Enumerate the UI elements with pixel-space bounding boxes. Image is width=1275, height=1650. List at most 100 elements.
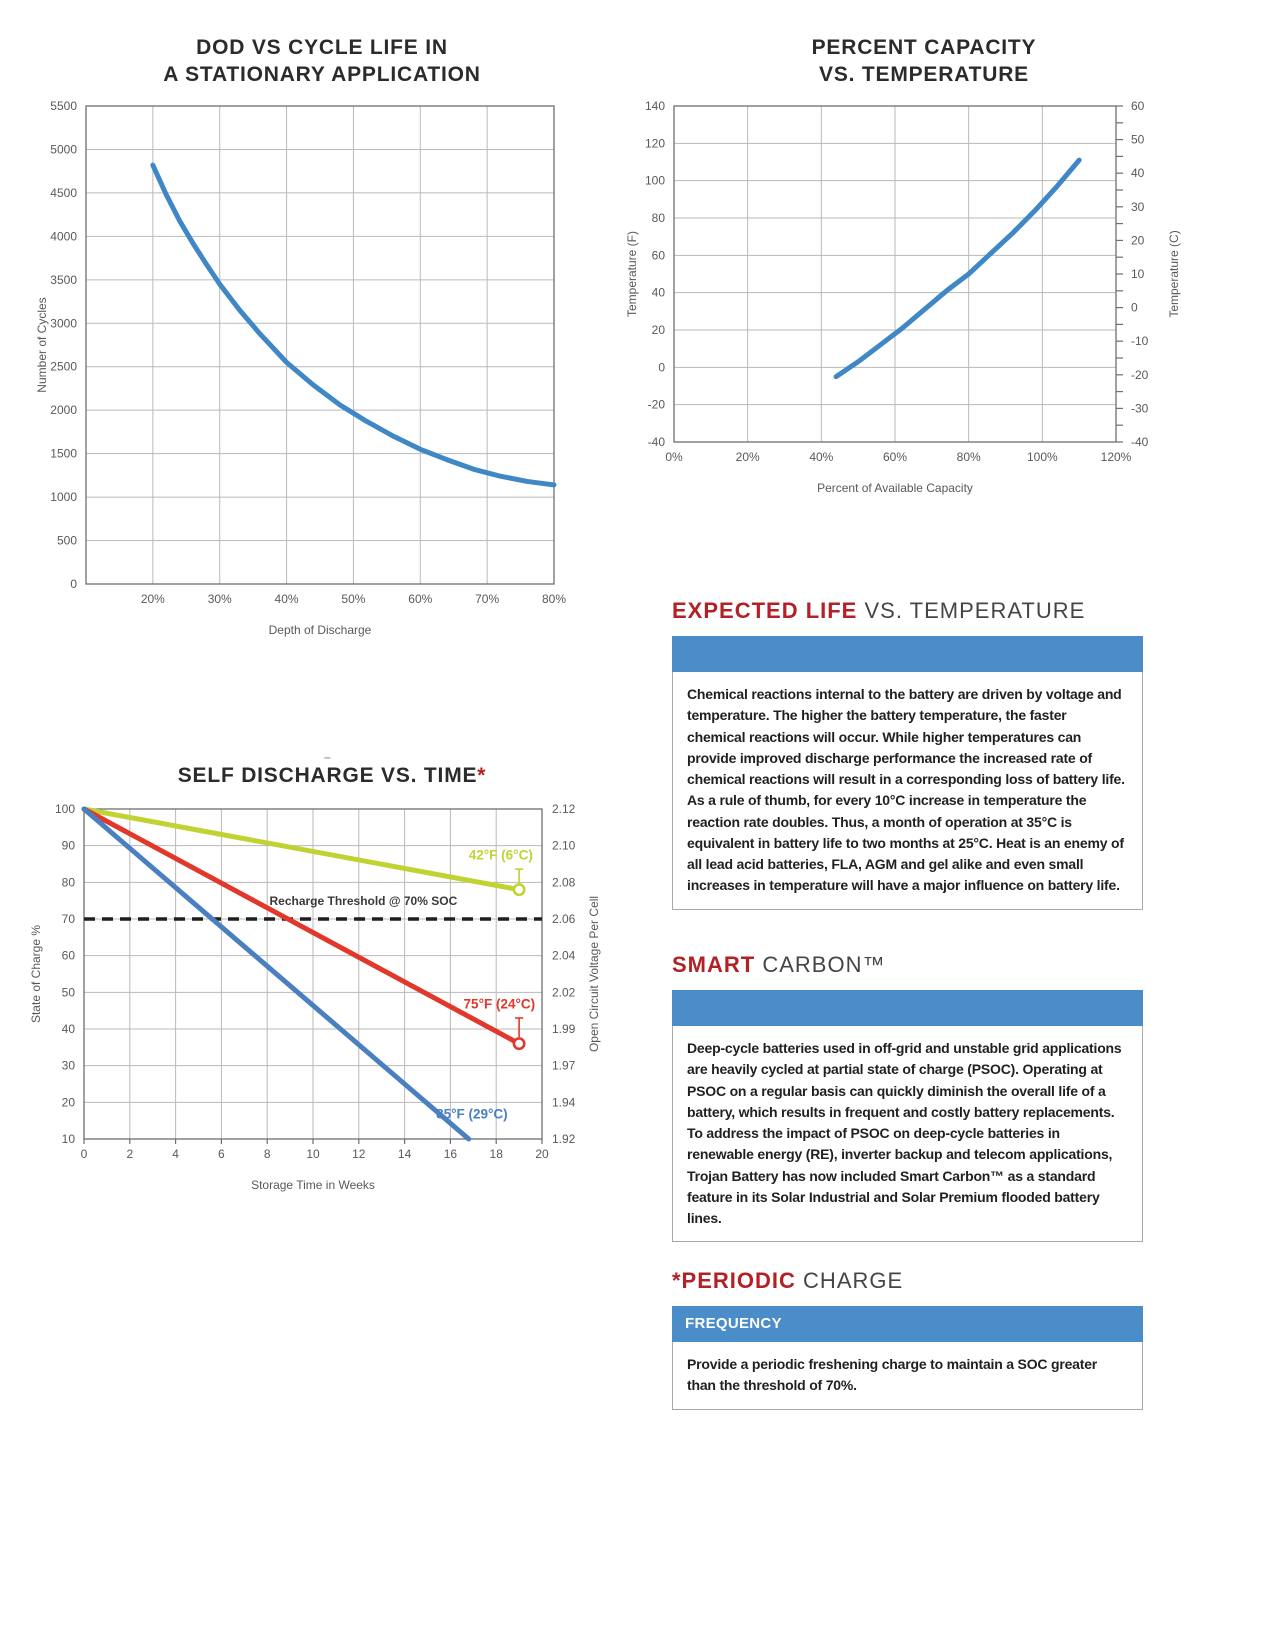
svg-text:12: 12 bbox=[352, 1147, 366, 1161]
svg-text:100: 100 bbox=[55, 802, 75, 816]
svg-text:100: 100 bbox=[645, 174, 665, 188]
svg-text:2.04: 2.04 bbox=[552, 949, 576, 963]
svg-text:50%: 50% bbox=[341, 592, 365, 606]
svg-text:40: 40 bbox=[1131, 166, 1145, 180]
svg-text:30%: 30% bbox=[208, 592, 232, 606]
svg-text:0: 0 bbox=[658, 360, 665, 374]
svg-text:4000: 4000 bbox=[50, 229, 77, 243]
section-smart-carbon-bar bbox=[672, 990, 1143, 1026]
svg-text:4500: 4500 bbox=[50, 186, 77, 200]
svg-text:500: 500 bbox=[57, 534, 77, 548]
svg-text:70: 70 bbox=[62, 912, 76, 926]
stray-mark: – bbox=[324, 750, 331, 764]
svg-text:-40: -40 bbox=[1131, 435, 1149, 449]
chart-dod-title: DOD VS CYCLE LIFE IN A STATIONARY APPLICA… bbox=[30, 34, 614, 88]
svg-text:2: 2 bbox=[126, 1147, 133, 1161]
svg-text:0%: 0% bbox=[665, 450, 683, 464]
svg-text:Temperature (F): Temperature (F) bbox=[625, 231, 639, 317]
svg-text:30: 30 bbox=[62, 1059, 76, 1073]
svg-text:2.10: 2.10 bbox=[552, 839, 576, 853]
svg-text:60: 60 bbox=[652, 248, 666, 262]
chart-capacity-title-line2: VS. TEMPERATURE bbox=[819, 63, 1029, 86]
section-expected-life: EXPECTED LIFE VS. TEMPERATURE Chemical r… bbox=[672, 598, 1143, 910]
chart-self-discharge-plot: Recharge Threshold @ 70% SOC 42°F (6°C) 75… bbox=[29, 802, 601, 1192]
svg-text:1.97: 1.97 bbox=[552, 1059, 576, 1073]
svg-text:10: 10 bbox=[306, 1147, 320, 1161]
chart-capacity-title: PERCENT CAPACITY VS. TEMPERATURE bbox=[622, 34, 1226, 88]
svg-text:-20: -20 bbox=[648, 398, 666, 412]
svg-text:90: 90 bbox=[62, 839, 76, 853]
svg-text:20: 20 bbox=[1131, 233, 1145, 247]
svg-text:0: 0 bbox=[1131, 301, 1138, 315]
svg-text:5000: 5000 bbox=[50, 142, 77, 156]
section-expected-life-bar bbox=[672, 636, 1143, 672]
chart-self-discharge-section: SELF DISCHARGE VS. TIME* Recharge Thresh… bbox=[26, 762, 638, 1199]
svg-text:Depth of Discharge: Depth of Discharge bbox=[269, 623, 372, 637]
svg-text:50: 50 bbox=[1131, 133, 1145, 147]
svg-text:2.02: 2.02 bbox=[552, 985, 576, 999]
svg-text:100%: 100% bbox=[1027, 450, 1058, 464]
svg-text:50: 50 bbox=[62, 985, 76, 999]
section-expected-life-heading-red: EXPECTED LIFE bbox=[672, 598, 858, 623]
section-smart-carbon-heading: SMART CARBON™ bbox=[672, 952, 1143, 978]
svg-text:1500: 1500 bbox=[50, 447, 77, 461]
svg-text:80%: 80% bbox=[542, 592, 566, 606]
svg-text:2.12: 2.12 bbox=[552, 802, 576, 816]
chart-dod-section: DOD VS CYCLE LIFE IN A STATIONARY APPLICA… bbox=[30, 34, 614, 642]
section-periodic-charge-heading-red: *PERIODIC bbox=[672, 1268, 796, 1293]
svg-text:80: 80 bbox=[652, 211, 666, 225]
svg-text:40%: 40% bbox=[809, 450, 833, 464]
section-expected-life-body: Chemical reactions internal to the batte… bbox=[687, 686, 1125, 894]
chart-self-discharge-title: SELF DISCHARGE VS. TIME* bbox=[26, 762, 638, 789]
svg-text:Number of Cycles: Number of Cycles bbox=[35, 297, 49, 392]
svg-text:20%: 20% bbox=[141, 592, 165, 606]
svg-text:1.99: 1.99 bbox=[552, 1022, 576, 1036]
svg-text:2000: 2000 bbox=[50, 403, 77, 417]
svg-text:State of Charge %: State of Charge % bbox=[29, 925, 43, 1023]
svg-text:5500: 5500 bbox=[50, 99, 77, 113]
svg-text:120: 120 bbox=[645, 136, 665, 150]
svg-text:3500: 3500 bbox=[50, 273, 77, 287]
svg-text:85°F (29°C): 85°F (29°C) bbox=[436, 1106, 508, 1121]
svg-text:-20: -20 bbox=[1131, 368, 1149, 382]
svg-text:80: 80 bbox=[62, 875, 76, 889]
svg-text:3000: 3000 bbox=[50, 316, 77, 330]
svg-text:1.94: 1.94 bbox=[552, 1095, 576, 1109]
svg-text:60: 60 bbox=[1131, 99, 1145, 113]
svg-text:-40: -40 bbox=[648, 435, 666, 449]
svg-text:70%: 70% bbox=[475, 592, 499, 606]
svg-text:4: 4 bbox=[172, 1147, 179, 1161]
svg-text:16: 16 bbox=[444, 1147, 458, 1161]
svg-text:1.92: 1.92 bbox=[552, 1132, 576, 1146]
svg-text:20%: 20% bbox=[736, 450, 760, 464]
section-smart-carbon-heading-red: SMART bbox=[672, 952, 756, 977]
chart-capacity-plot: 0% 20% 40% 60% 80% 100% 120%-40-20020406080100… bbox=[625, 99, 1181, 495]
svg-text:Open Circuit Voltage Per Cell: Open Circuit Voltage Per Cell bbox=[587, 896, 601, 1052]
section-expected-life-heading-rest: VS. TEMPERATURE bbox=[864, 598, 1086, 623]
svg-text:8: 8 bbox=[264, 1147, 271, 1161]
svg-text:60%: 60% bbox=[408, 592, 432, 606]
svg-text:0: 0 bbox=[81, 1147, 88, 1161]
chart-dod-plot: 20% 30% 40% 50% 60% 70% 80% 0 500 1000 1500 2000 250… bbox=[35, 99, 566, 637]
svg-text:42°F (6°C): 42°F (6°C) bbox=[469, 848, 533, 863]
svg-text:80%: 80% bbox=[957, 450, 981, 464]
section-periodic-charge-bar: FREQUENCY bbox=[672, 1306, 1143, 1342]
svg-text:10: 10 bbox=[1131, 267, 1145, 281]
section-expected-life-box: Chemical reactions internal to the batte… bbox=[672, 672, 1143, 910]
svg-text:2.08: 2.08 bbox=[552, 875, 576, 889]
svg-text:20: 20 bbox=[652, 323, 666, 337]
section-smart-carbon-body: Deep-cycle batteries used in off-grid an… bbox=[687, 1040, 1122, 1227]
chart-capacity-section: PERCENT CAPACITY VS. TEMPERATURE 0% 20% 40%… bbox=[622, 34, 1226, 498]
svg-text:Storage Time in Weeks: Storage Time in Weeks bbox=[251, 1178, 375, 1192]
svg-text:Percent of Available Capacity: Percent of Available Capacity bbox=[817, 481, 973, 495]
section-periodic-charge-body: Provide a periodic freshening charge to … bbox=[687, 1356, 1098, 1394]
section-smart-carbon: SMART CARBON™ Deep-cycle batteries used … bbox=[672, 952, 1143, 1243]
chart-dod-title-line2: A STATIONARY APPLICATION bbox=[163, 63, 481, 86]
section-periodic-charge-heading-rest: CHARGE bbox=[803, 1268, 904, 1293]
svg-text:40: 40 bbox=[62, 1022, 76, 1036]
svg-text:6: 6 bbox=[218, 1147, 225, 1161]
svg-text:75°F (24°C): 75°F (24°C) bbox=[464, 996, 536, 1011]
section-periodic-charge-heading: *PERIODIC CHARGE bbox=[672, 1268, 1143, 1294]
svg-text:2.06: 2.06 bbox=[552, 912, 576, 926]
